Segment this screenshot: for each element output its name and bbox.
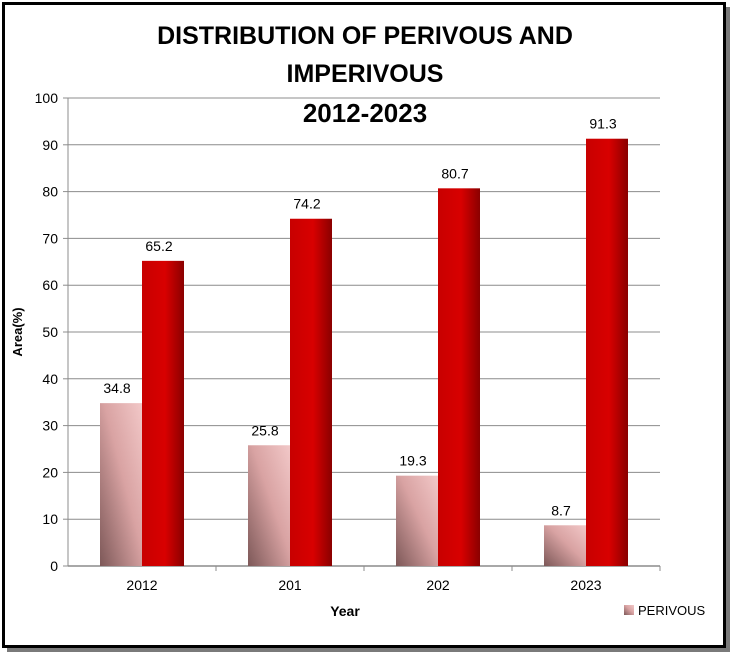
y-tick-label: 40 [42, 371, 58, 387]
bars [100, 138, 628, 566]
y-tick-label: 90 [42, 137, 58, 153]
legend: PERIVOUS [624, 603, 706, 618]
y-tick-label: 100 [35, 90, 59, 106]
bar-perivous [544, 525, 586, 566]
chart-title-line-1: DISTRIBUTION OF PERIVOUS AND [157, 22, 573, 50]
x-tick-label: 202 [426, 577, 450, 593]
bar-perivous [248, 445, 290, 566]
bar-perivous [396, 475, 438, 566]
y-tick-label: 30 [42, 418, 58, 434]
y-tick-label: 60 [42, 277, 58, 293]
bar-perivous [100, 403, 142, 566]
y-tick-label: 80 [42, 184, 58, 200]
chart-title-line-2: IMPERIVOUS [286, 60, 444, 88]
x-tick-label: 201 [278, 577, 302, 593]
legend-label-perivous: PERIVOUS [638, 603, 706, 618]
legend-swatch-perivous [624, 605, 634, 615]
data-label: 91.3 [589, 116, 616, 132]
bar-imperivous [586, 138, 628, 566]
data-label: 34.8 [103, 380, 130, 396]
y-tick-label: 0 [50, 558, 58, 574]
y-tick-label: 10 [42, 511, 58, 527]
y-tick-label: 20 [42, 464, 58, 480]
y-axis-label: Area(%) [10, 307, 25, 356]
axes: 0 10 20 30 40 50 60 70 80 90 100 2012 201 202 2023 [35, 90, 661, 593]
x-tick-label: 2012 [126, 577, 157, 593]
bar-imperivous [142, 260, 184, 566]
data-label: 80.7 [441, 165, 468, 181]
chart-title-line-3: 2012-2023 [302, 98, 428, 128]
bar-imperivous [290, 218, 332, 566]
data-label: 19.3 [399, 453, 426, 469]
data-label: 74.2 [293, 196, 320, 212]
x-axis-label: Year [330, 603, 360, 619]
data-label: 65.2 [145, 238, 172, 254]
x-tick-label: 2023 [570, 577, 601, 593]
y-tick-label: 70 [42, 230, 58, 246]
data-label: 8.7 [551, 502, 571, 518]
data-labels: 34.8 65.2 25.8 74.2 19.3 80.7 8.7 91.3 [103, 116, 616, 519]
y-tick-label: 50 [42, 324, 58, 340]
bar-imperivous [438, 188, 480, 566]
data-label: 25.8 [251, 422, 278, 438]
